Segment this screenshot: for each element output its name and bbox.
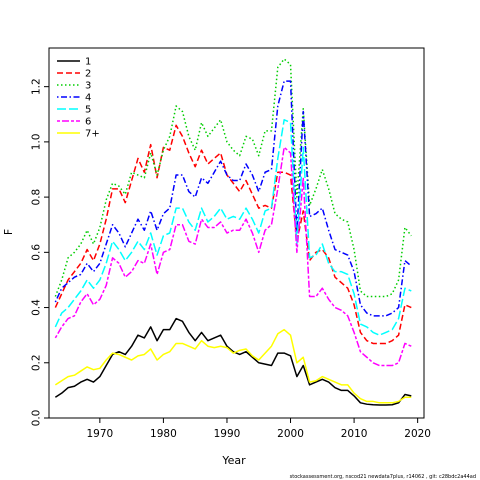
plot-frame [48, 47, 425, 419]
y-tick-label: 1.0 [31, 134, 43, 151]
series-line-7plus [54, 328, 412, 404]
x-tick-label: 2010 [341, 428, 368, 440]
series-line-2 [54, 124, 412, 345]
legend-label-4: 4 [85, 93, 91, 104]
plot-area [48, 47, 425, 419]
series-line-1 [54, 317, 412, 406]
x-axis: 1970 1980 1990 2000 2010 2020 [86, 418, 431, 440]
legend-label-1: 1 [85, 57, 91, 68]
series-line-6 [54, 146, 412, 367]
y-tick-label: 0.2 [31, 354, 43, 371]
y-tick-label: 0.8 [31, 189, 43, 206]
legend-label-3: 3 [85, 81, 91, 92]
legend-label-7plus: 7+ [85, 129, 100, 140]
y-tick-label: 1.2 [31, 78, 43, 95]
series-line-5 [54, 119, 412, 336]
legend-label-5: 5 [85, 105, 91, 116]
legend-label-6: 6 [85, 117, 91, 128]
series-line-3 [54, 58, 412, 298]
y-tick-label: 0.0 [31, 410, 43, 427]
x-tick-label: 1970 [86, 428, 113, 440]
series-line-4 [54, 80, 412, 317]
legend-label-2: 2 [85, 69, 91, 80]
y-tick-label: 0.4 [31, 299, 43, 316]
x-axis-label: Year [221, 454, 246, 467]
series-lines [54, 58, 412, 406]
y-axis-label: F [2, 229, 15, 235]
footer-text: stockassessment.org, nscod21 newdata7plu… [290, 474, 476, 480]
x-tick-label: 1990 [214, 428, 241, 440]
x-tick-label: 2020 [404, 428, 431, 440]
y-axis: 0.0 0.2 0.4 0.6 0.8 1.0 1.2 [31, 78, 49, 426]
x-tick-label: 1980 [150, 428, 177, 440]
y-tick-label: 0.6 [31, 244, 43, 261]
x-tick-label: 2000 [277, 428, 304, 440]
